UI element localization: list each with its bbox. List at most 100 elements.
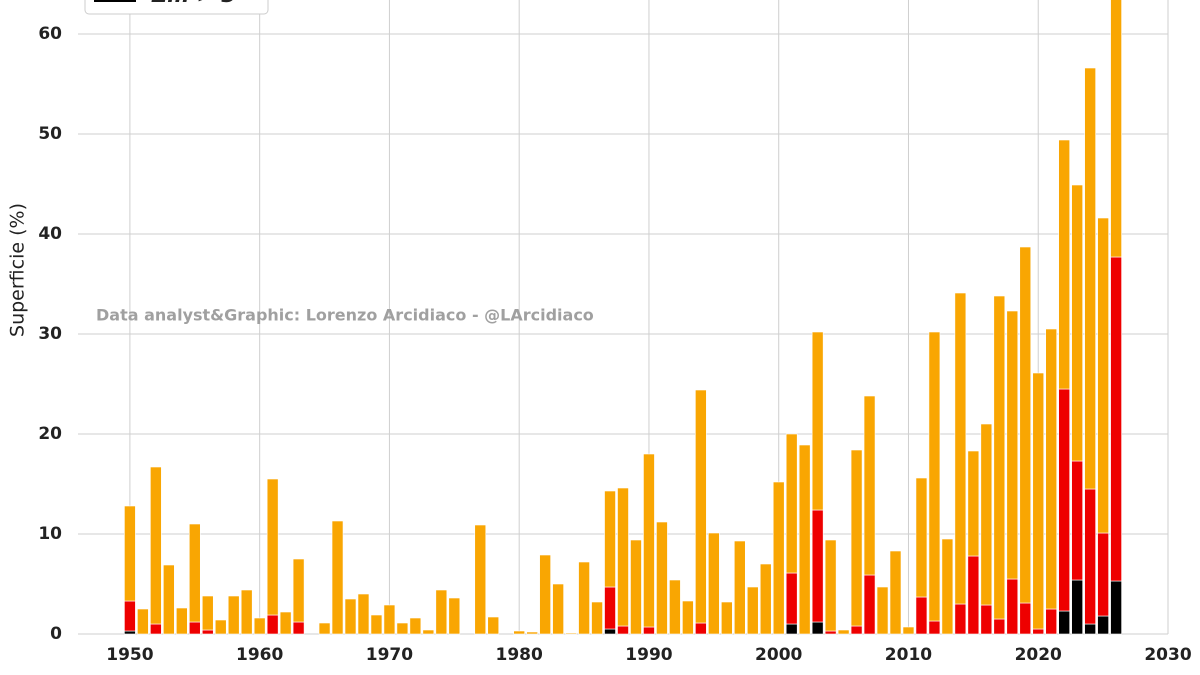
y-tick-label: 20	[38, 424, 62, 444]
y-tick-label: 40	[38, 224, 62, 244]
bar-segment	[993, 618, 1006, 635]
annotation: Data analyst&Graphic: Lorenzo Arcidiaco …	[96, 306, 594, 325]
bar-segment	[604, 628, 616, 635]
bar-segment	[1058, 139, 1070, 390]
bar-segment	[617, 487, 629, 627]
x-tick-label: 2030	[1144, 645, 1191, 665]
bar-segment	[1110, 580, 1122, 635]
bar-segment	[993, 295, 1006, 620]
bar-segment	[422, 629, 435, 635]
bar-segment	[331, 520, 344, 635]
y-tick-label: 30	[38, 324, 62, 344]
bar-segment	[591, 601, 603, 635]
bar-segment	[1058, 610, 1070, 635]
x-tick-label: 2010	[885, 645, 932, 665]
legend-box	[84, 0, 269, 15]
bar-segment	[721, 601, 733, 635]
x-tick-label: 1970	[366, 645, 413, 665]
bar-segment	[863, 574, 876, 635]
bar-segment	[954, 603, 967, 635]
bar-segment	[124, 630, 136, 635]
bar-segment	[656, 521, 668, 635]
bar-segment	[201, 595, 214, 631]
legend-swatch	[94, 0, 136, 2]
bar-segment	[785, 433, 798, 574]
bar-segment	[837, 629, 850, 635]
bar-segment	[383, 604, 396, 635]
bar-segment	[980, 423, 993, 606]
x-tick-label: 2000	[755, 645, 802, 665]
bar-segment	[1045, 328, 1058, 610]
bar-segment	[604, 490, 616, 588]
bar-segment	[798, 444, 811, 635]
bar-segment	[124, 600, 136, 632]
bar-segment	[344, 598, 357, 635]
bar-segment	[396, 622, 409, 635]
bar-segment	[1097, 217, 1109, 534]
bar-segment	[824, 539, 837, 632]
bar-segment	[1071, 184, 1083, 462]
bar-segment	[733, 540, 746, 635]
bar-segment	[759, 563, 772, 635]
bar-segment	[682, 600, 694, 635]
bar-segment	[811, 621, 824, 635]
bar-segment	[811, 331, 824, 511]
x-tick-label: 2020	[1015, 645, 1062, 665]
bar-segment	[1084, 67, 1096, 490]
bar-segment	[1032, 372, 1045, 630]
bar-segment	[214, 619, 227, 635]
bar-segment	[824, 630, 837, 635]
bar-segment	[980, 604, 993, 635]
bar-segment	[1097, 615, 1109, 635]
bar-segment	[292, 621, 305, 635]
bar-segment	[176, 607, 188, 635]
bar-segment	[928, 331, 941, 622]
bar-segment	[785, 572, 798, 625]
bar-segment	[318, 622, 331, 635]
bar-segment	[163, 564, 175, 635]
bar-segment	[240, 589, 253, 635]
y-tick-label: 50	[38, 124, 62, 144]
bar-segment	[811, 509, 824, 623]
bar-segment	[150, 466, 162, 625]
bar-segment	[266, 478, 279, 616]
bar-segment	[357, 593, 370, 635]
bar-segment	[578, 561, 590, 635]
bar-segment	[435, 589, 448, 635]
bar-segment	[370, 614, 383, 635]
bar-segment	[1032, 628, 1045, 635]
bar-segment	[746, 586, 759, 635]
bar-segment	[1045, 608, 1058, 635]
y-axis-label: Superficie (%)	[7, 203, 29, 337]
y-tick-label: 60	[38, 24, 62, 44]
bar-segment	[565, 632, 577, 635]
bar-segment	[915, 477, 928, 598]
bar-segment	[617, 625, 629, 635]
bar-segment	[695, 622, 707, 635]
x-tick-label: 1950	[106, 645, 153, 665]
bar-segment	[539, 554, 551, 635]
bar-segment	[1071, 579, 1083, 635]
bar-segment	[954, 292, 967, 605]
bar-segment	[1006, 578, 1019, 635]
bar-segment	[1110, 256, 1122, 582]
bar-segment	[643, 626, 655, 635]
x-tick-label: 1990	[625, 645, 672, 665]
bar-segment	[513, 630, 525, 635]
bar-segment	[928, 620, 941, 635]
bar-segment	[552, 583, 564, 635]
bar-segment	[669, 579, 681, 635]
y-tick-label: 0	[50, 624, 62, 644]
bar-segment	[967, 450, 980, 557]
bar-segment	[253, 617, 266, 635]
bar-segment	[526, 631, 538, 635]
bar-segment	[137, 608, 149, 635]
bar-segment	[266, 614, 279, 635]
bar-segment	[772, 481, 785, 635]
legend: Zm > 3	[84, 0, 269, 15]
bar-segment	[941, 538, 954, 635]
bar-segment	[643, 453, 655, 628]
bar-segment	[124, 505, 136, 602]
bar-segment	[1110, 0, 1122, 258]
